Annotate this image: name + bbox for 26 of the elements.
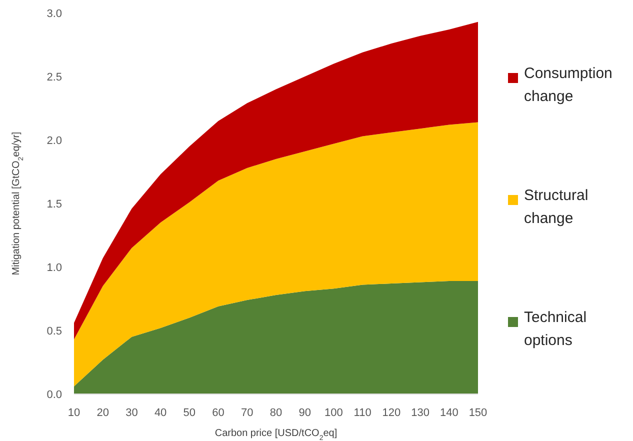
x-tick-label: 20	[96, 406, 109, 419]
x-tick-label: 80	[270, 406, 282, 419]
x-tick-label: 140	[440, 406, 458, 419]
x-axis-title: Carbon price [USD/tCO$_{2}$eq]	[214, 428, 338, 441]
x-tick-label: 130	[411, 406, 430, 419]
x-tick-label: 10	[68, 406, 80, 419]
y-tick-label: 0.0	[46, 388, 62, 401]
x-tick-label: 110	[354, 406, 372, 419]
x-tick-label: 40	[154, 406, 167, 419]
x-tick-label: 100	[324, 406, 343, 419]
x-tick-label: 70	[241, 406, 254, 419]
x-tick-label: 30	[126, 406, 138, 419]
x-tick-label: 90	[298, 406, 311, 419]
x-tick-label: 60	[212, 406, 224, 419]
y-tick-label: 1.5	[46, 198, 62, 210]
x-tick-label: 120	[382, 406, 401, 419]
y-tick-label: 1.0	[46, 262, 62, 274]
legend-label: Consumption change	[524, 65, 612, 105]
y-tick-label: 2.0	[46, 134, 62, 147]
legend-label: Technical options	[524, 309, 587, 349]
x-tick-label: 50	[183, 406, 196, 419]
y-tick-label: 3.0	[46, 8, 62, 20]
y-tick-label: 0.5	[46, 325, 62, 338]
legend-label: Structural change	[524, 187, 588, 227]
x-tick-label: 150	[468, 406, 488, 419]
y-tick-label: 2.5	[46, 71, 62, 84]
